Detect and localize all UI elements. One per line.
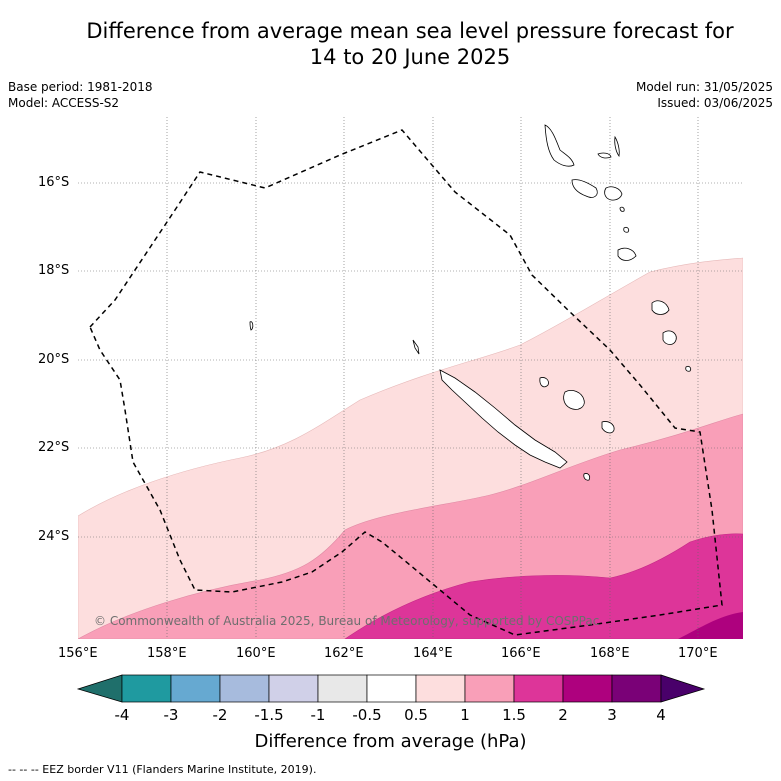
colorbar-title: Difference from average (hPa): [254, 731, 527, 752]
anomaly-band-1.5-2: [344, 533, 743, 639]
island-ouvea: [412, 339, 420, 355]
colorbar-extend-high: [660, 674, 706, 703]
colorbar-cell-6: [366, 674, 417, 703]
eez-border: [89, 129, 723, 636]
lon-tick-160: 160°E: [236, 646, 276, 661]
colorbar-cell-9: [513, 674, 564, 703]
anomaly-band-2-3: [678, 612, 743, 639]
colorbar: [76, 674, 706, 703]
island-tiga: [539, 377, 549, 388]
island-espiritu-santo: [544, 124, 575, 167]
colorbar-cell-7: [415, 674, 466, 703]
island-small-4: [583, 473, 591, 481]
title-line-2: 14 to 20 June 2025: [309, 45, 511, 69]
colorbar-cell-1: [121, 674, 172, 703]
colorbar-tick: 1: [460, 706, 470, 724]
colorbar-tick: -1.5: [254, 706, 284, 724]
lon-tick-156: 156°E: [58, 646, 98, 661]
lat-tick-18: 18°S: [38, 263, 70, 278]
island-ambae: [597, 152, 612, 159]
colorbar-tick: 0.5: [404, 706, 428, 724]
colorbar-tick: 2: [558, 706, 568, 724]
colorbar-cell-4: [268, 674, 319, 703]
lat-tick-16: 16°S: [38, 175, 70, 190]
colorbar-tick: -4: [114, 706, 130, 724]
colorbar-cell-5: [317, 674, 368, 703]
model-name: Model: ACCESS-S2: [8, 96, 120, 110]
island-malekula: [571, 179, 598, 198]
colorbar-cell-10: [562, 674, 613, 703]
lat-tick-24: 24°S: [38, 529, 70, 544]
lat-tick-22: 22°S: [38, 440, 70, 455]
coastlines: [249, 124, 692, 481]
gridlines: [78, 117, 743, 639]
colorbar-tick: 4: [656, 706, 666, 724]
colorbar-tick: 1.5: [502, 706, 526, 724]
colorbar-cell-2: [170, 674, 221, 703]
colorbar-tick: -2: [212, 706, 228, 724]
issued-date: Issued: 03/06/2025: [657, 96, 773, 110]
base-period: Base period: 1981-2018: [8, 80, 153, 94]
copyright-notice: © Commonwealth of Australia 2025, Bureau…: [94, 614, 600, 628]
chart-title: Difference from average mean sea level p…: [40, 18, 780, 70]
colorbar-cell-3: [219, 674, 270, 703]
footer-legend: -- -- -- EEZ border V11 (Flanders Marine…: [8, 763, 317, 776]
island-small-1: [619, 206, 625, 212]
island-lifou: [563, 390, 585, 410]
island-small-3: [249, 321, 254, 331]
colorbar-tick: -1: [310, 706, 326, 724]
lon-tick-164: 164°E: [413, 646, 453, 661]
model-run: Model run: 31/05/2025: [635, 80, 773, 94]
colorbar-cell-11: [611, 674, 662, 703]
colorbar-tick: -3: [163, 706, 179, 724]
island-aneityum: [662, 330, 677, 345]
island-erromango: [617, 247, 637, 261]
lon-tick-162: 162°E: [324, 646, 364, 661]
island-tanna: [651, 300, 670, 315]
title-line-1: Difference from average mean sea level p…: [86, 19, 734, 43]
island-small-2: [623, 226, 630, 233]
colorbar-tick: -0.5: [352, 706, 382, 724]
island-mare: [601, 421, 615, 434]
new-caledonia-grande-terre: [439, 369, 568, 469]
colorbar-cell-8: [464, 674, 515, 703]
meta-left: Base period: 1981-2018 Model: ACCESS-S2: [8, 79, 153, 111]
lon-tick-166: 166°E: [501, 646, 541, 661]
island-efate: [604, 186, 623, 201]
lat-tick-20: 20°S: [38, 352, 70, 367]
colorbar-tick: 3: [607, 706, 617, 724]
lon-tick-170: 170°E: [678, 646, 718, 661]
island-pentecost: [614, 135, 620, 157]
lon-tick-158: 158°E: [147, 646, 187, 661]
island-small-5: [685, 365, 692, 372]
lon-tick-168: 168°E: [590, 646, 630, 661]
colorbar-extend-low: [76, 674, 123, 703]
meta-right: Model run: 31/05/2025 Issued: 03/06/2025: [636, 79, 773, 111]
